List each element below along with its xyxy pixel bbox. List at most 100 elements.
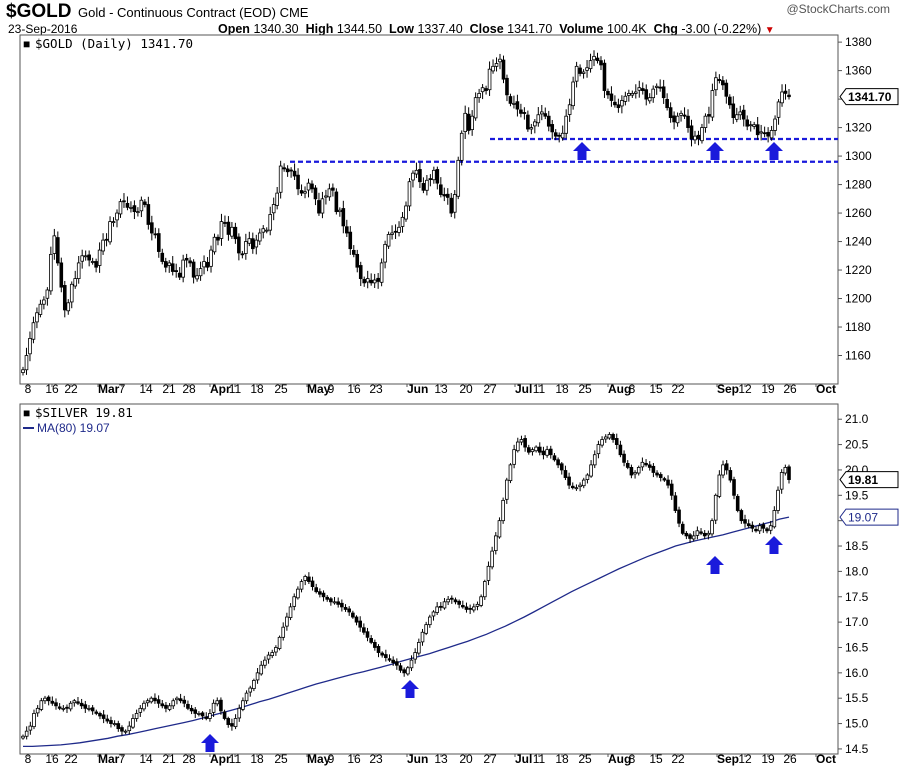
- candle-body: [640, 88, 645, 91]
- candle-body: [178, 698, 183, 702]
- candle-body: [654, 85, 659, 88]
- candle-body: [132, 205, 137, 213]
- candle-body: [73, 278, 78, 287]
- candle-body: [274, 647, 278, 653]
- candle-body: [347, 608, 351, 613]
- candle-body: [76, 262, 81, 279]
- candle-body: [484, 88, 488, 91]
- candle-body: [358, 265, 363, 279]
- candle-body: [548, 448, 553, 456]
- candle-body: [452, 194, 457, 213]
- candle-body: [466, 113, 471, 131]
- candle-body: [515, 101, 520, 110]
- candle-body: [673, 495, 678, 511]
- candle-body: [94, 711, 99, 714]
- exchange-text: CME: [279, 5, 309, 20]
- x-tick-label: 23: [369, 752, 383, 766]
- x-tick-label: 12: [738, 752, 752, 766]
- candle-body: [76, 701, 80, 704]
- candle-body: [288, 606, 293, 618]
- candle-body: [223, 222, 227, 224]
- candle-body: [493, 535, 498, 551]
- candle-body: [386, 234, 391, 247]
- up-arrow-icon: [765, 142, 783, 160]
- candle-body: [101, 239, 105, 252]
- candle-body: [111, 221, 116, 224]
- candle-body: [421, 183, 426, 191]
- candle-body: [219, 221, 224, 239]
- candle-body: [693, 135, 697, 141]
- candle-body: [717, 79, 722, 81]
- x-tick-label: 28: [182, 752, 196, 766]
- candle-body: [153, 697, 157, 702]
- candle-body: [550, 124, 555, 133]
- y-tick-label: 17.0: [845, 615, 869, 629]
- candle-body: [625, 462, 630, 468]
- y-tick-label: 1200: [845, 292, 872, 306]
- up-arrow-icon: [401, 680, 419, 698]
- candle-body: [622, 453, 626, 463]
- candle-body: [724, 82, 729, 97]
- candle-body: [728, 96, 732, 106]
- x-tick-label: 9: [328, 752, 335, 766]
- y-tick-label: 16.5: [845, 640, 869, 654]
- x-tick-label: 19: [761, 752, 775, 766]
- candle-body: [556, 459, 560, 466]
- candle-body: [522, 112, 527, 114]
- candle-body: [318, 591, 322, 595]
- x-tick-label: 27: [483, 752, 497, 766]
- candle-body: [613, 101, 617, 106]
- candle-body: [120, 727, 124, 732]
- low-value: 1337.40: [417, 22, 463, 36]
- candle-body: [331, 187, 335, 191]
- candle-body: [292, 170, 297, 177]
- candle-body: [348, 231, 353, 250]
- candle-body: [146, 204, 151, 225]
- candle-body: [546, 115, 551, 127]
- candle-body: [559, 463, 564, 471]
- x-tick-label: 22: [671, 752, 685, 766]
- candle-body: [153, 233, 158, 236]
- candle-body: [620, 100, 624, 107]
- candle-body: [618, 444, 623, 456]
- candle-body: [780, 91, 784, 104]
- candle-body: [123, 730, 128, 733]
- x-tick-label: Jul: [515, 382, 532, 396]
- candle-body: [668, 107, 673, 119]
- candle-body: [384, 654, 388, 659]
- candle-body: [533, 121, 537, 127]
- x-tick-label: Sep: [717, 752, 739, 766]
- candle-body: [404, 205, 408, 220]
- candle-body: [754, 528, 758, 532]
- candle-body: [662, 478, 667, 481]
- x-tick-label: 18: [555, 752, 569, 766]
- candle-body: [197, 713, 201, 715]
- candle-body: [647, 97, 652, 102]
- candle-body: [395, 661, 399, 666]
- x-tick-label: 25: [274, 752, 288, 766]
- candle-body: [769, 130, 774, 139]
- candle-body: [230, 723, 234, 727]
- candle-body: [735, 495, 740, 511]
- candle-body: [574, 65, 579, 82]
- candle-body: [724, 463, 729, 471]
- candle-body: [332, 601, 337, 604]
- candle-body: [264, 229, 269, 232]
- volume-label: Volume: [559, 22, 604, 36]
- candle-body: [706, 532, 711, 536]
- candle-body: [59, 262, 64, 288]
- panel-title-text: $SILVER 19.81: [35, 405, 133, 420]
- candle-body: [490, 550, 494, 568]
- candle-body: [200, 712, 205, 717]
- candle-body: [640, 461, 645, 468]
- candle-body: [21, 369, 25, 374]
- candle-body: [686, 115, 690, 128]
- candle-body: [380, 652, 384, 656]
- x-tick-label: 16: [45, 752, 59, 766]
- x-tick-label: Oct: [816, 382, 836, 396]
- candle-body: [741, 109, 746, 120]
- x-tick-label: 18: [250, 752, 264, 766]
- candle-body: [261, 228, 266, 233]
- candle-body: [739, 510, 744, 522]
